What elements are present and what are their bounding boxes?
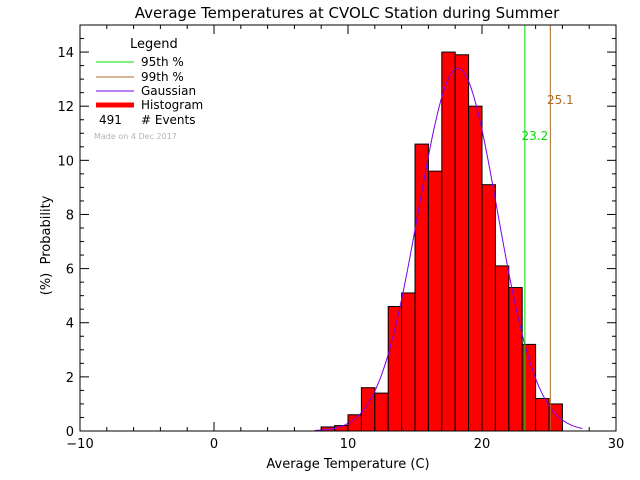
y-tick-label-2: 4 (66, 317, 74, 332)
legend-label-histogram: Histogram (141, 98, 203, 112)
x-axis-label: Average Temperature (C) (266, 457, 429, 472)
y-tick-label-0: 0 (66, 425, 74, 440)
histogram-bar-8 (427, 170, 443, 432)
legend: Legend 95th % 99th % Gaussian Histogram … (94, 37, 203, 141)
events-label: # Events (141, 113, 196, 127)
x-tick-label-4: 30 (608, 437, 625, 452)
legend-label-99th: 99th % (141, 70, 184, 84)
y-axis-unit-label: (%) (39, 273, 54, 296)
histogram-bar-10 (454, 54, 470, 432)
percentile-lines: 23.2 25.1 (522, 25, 574, 431)
histogram-bar-12 (481, 184, 496, 432)
histogram-bar-4 (374, 392, 389, 432)
legend-title: Legend (130, 37, 178, 52)
histogram-bars (320, 51, 563, 432)
histogram-bar-13 (494, 265, 510, 432)
y-tick-label-1: 2 (66, 371, 74, 386)
histogram-bar-6 (401, 292, 416, 432)
made-on-note: Made on 4 Dec 2017 (94, 132, 177, 141)
y-tick-label-3: 6 (66, 263, 74, 278)
histogram-bar-5 (387, 305, 403, 432)
histogram-bar-9 (441, 51, 456, 432)
y-tick-label-4: 8 (66, 208, 74, 223)
histogram-bar-16 (535, 398, 550, 432)
y-axis-label: Probability (39, 195, 54, 264)
percentile-label-1: 25.1 (547, 93, 574, 107)
histogram-bar-2 (347, 414, 362, 432)
histogram-bar-11 (468, 105, 483, 432)
x-tick-label-3: 20 (474, 437, 491, 452)
chart-title: Average Temperatures at CVOLC Station du… (135, 4, 560, 22)
legend-label-95th: 95th % (141, 55, 184, 69)
y-tick-label-7: 14 (57, 46, 74, 61)
gaussian-curve-group (314, 67, 583, 431)
y-tick-label-5: 10 (57, 154, 74, 169)
events-count: 491 (99, 113, 122, 127)
percentile-label-0: 23.2 (522, 129, 549, 143)
gaussian-curve (314, 67, 583, 431)
x-tick-label-1: 0 (210, 437, 218, 452)
legend-label-gaussian: Gaussian (141, 84, 196, 98)
x-tick-label-2: 10 (340, 437, 357, 452)
y-tick-label-6: 12 (57, 100, 74, 115)
histogram-bar-7 (414, 143, 429, 432)
x-tick-label-0: −10 (66, 437, 93, 452)
histogram-bar-14 (508, 287, 523, 432)
